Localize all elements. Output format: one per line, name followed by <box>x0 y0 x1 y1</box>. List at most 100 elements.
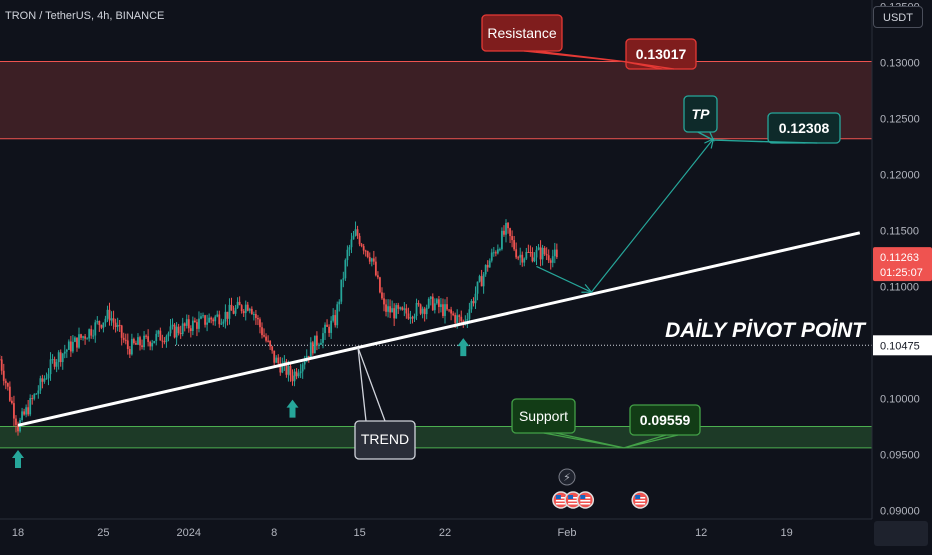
candle-body <box>2 370 5 381</box>
candle-body <box>173 324 176 338</box>
candle-body <box>438 299 440 307</box>
candle-body <box>356 229 359 236</box>
candle-body <box>65 349 68 352</box>
candle-body <box>389 306 391 313</box>
candle-body <box>47 374 50 379</box>
candle-body <box>476 281 479 294</box>
candle-body <box>478 276 481 282</box>
candle-body <box>6 383 9 387</box>
candle-body <box>499 249 501 251</box>
candle-body <box>74 337 76 342</box>
candle-body <box>377 275 379 278</box>
candle-body <box>23 411 25 415</box>
candle-body <box>4 380 7 384</box>
candle-body <box>130 338 133 355</box>
candle-body <box>553 249 556 257</box>
candle-body <box>503 230 505 235</box>
candle-body <box>368 257 371 262</box>
x-tick-label: Feb <box>558 527 577 539</box>
candle-body <box>543 247 546 255</box>
candle-body <box>214 316 217 322</box>
candle-body <box>492 252 495 254</box>
candle-body <box>421 308 424 314</box>
candle-body <box>252 314 255 316</box>
candle-body <box>163 341 166 343</box>
candle-body <box>523 258 526 263</box>
candle-body <box>261 327 263 336</box>
trend-callout: TREND <box>354 347 416 460</box>
trend-line <box>17 231 861 427</box>
candle-body <box>328 326 330 333</box>
candle-body <box>519 254 522 258</box>
y-tick-label: 0.09000 <box>880 505 920 517</box>
price-axis: 0.135000.130000.125000.120000.115000.110… <box>871 0 932 550</box>
bounce-arrow-1 <box>12 450 24 469</box>
y-tick-label: 0.13000 <box>880 58 920 70</box>
candle-body <box>200 316 202 319</box>
candle-body <box>49 359 52 375</box>
candle-body <box>255 314 257 318</box>
candle-body <box>320 342 322 345</box>
candle-body <box>27 407 30 415</box>
x-tick-label: 22 <box>439 527 451 539</box>
pivot-price-label: 0.10475 <box>880 340 920 352</box>
y-tick-label: 0.09500 <box>880 449 920 461</box>
currency-button[interactable]: USDT <box>873 6 923 28</box>
candle-body <box>112 318 115 323</box>
candle-body <box>230 304 233 311</box>
candle-body <box>15 418 17 425</box>
candle-body <box>318 344 320 346</box>
candle-body <box>57 352 60 363</box>
candle-body <box>61 353 64 363</box>
candle-body <box>393 308 396 319</box>
candle-body <box>551 256 554 263</box>
candle-body <box>269 340 272 347</box>
candle-body <box>533 257 536 262</box>
candle-body <box>509 228 511 237</box>
candle-body <box>348 247 351 250</box>
candle-body <box>45 378 48 380</box>
candle-body <box>147 336 150 342</box>
candle-body <box>248 308 251 311</box>
candle-body <box>202 315 204 317</box>
candle-body <box>336 304 339 326</box>
candle-body <box>37 390 40 394</box>
pivot-price-tag <box>873 335 932 356</box>
candle-body <box>547 255 550 261</box>
support-price-callout: 0.09559 <box>623 404 701 449</box>
candle-body <box>191 320 194 331</box>
candle-body <box>84 336 86 339</box>
x-tick-label: 19 <box>780 527 792 539</box>
candle-body <box>374 261 377 276</box>
candle-body <box>488 260 491 268</box>
candle-body <box>212 319 215 322</box>
x-tick-label: 18 <box>12 527 24 539</box>
resistance-price-callout: 0.13017 <box>623 38 697 70</box>
candle-body <box>456 315 459 323</box>
candle-body <box>462 321 465 323</box>
candle-body <box>118 324 121 326</box>
y-tick-label: 0.11500 <box>880 226 919 238</box>
candle-body <box>407 313 410 319</box>
x-tick-label: 12 <box>695 527 707 539</box>
candle-body <box>293 371 296 382</box>
candle-body <box>59 352 62 363</box>
candle-body <box>324 324 326 334</box>
candle-body <box>354 229 357 236</box>
candle-body <box>267 340 269 342</box>
candle-body <box>210 317 213 320</box>
candle-body <box>458 315 461 317</box>
current-price-label: 0.11263 <box>880 252 919 264</box>
candle-body <box>381 292 383 299</box>
candle-body <box>185 319 188 326</box>
candle-body <box>448 309 450 311</box>
bounce-arrow-3 <box>457 338 470 357</box>
candle-body <box>80 334 82 338</box>
y-tick-label: 0.12000 <box>880 170 920 182</box>
candle-body <box>297 373 300 377</box>
resistance-callout: Resistance <box>481 14 625 63</box>
candle-body <box>425 307 428 315</box>
